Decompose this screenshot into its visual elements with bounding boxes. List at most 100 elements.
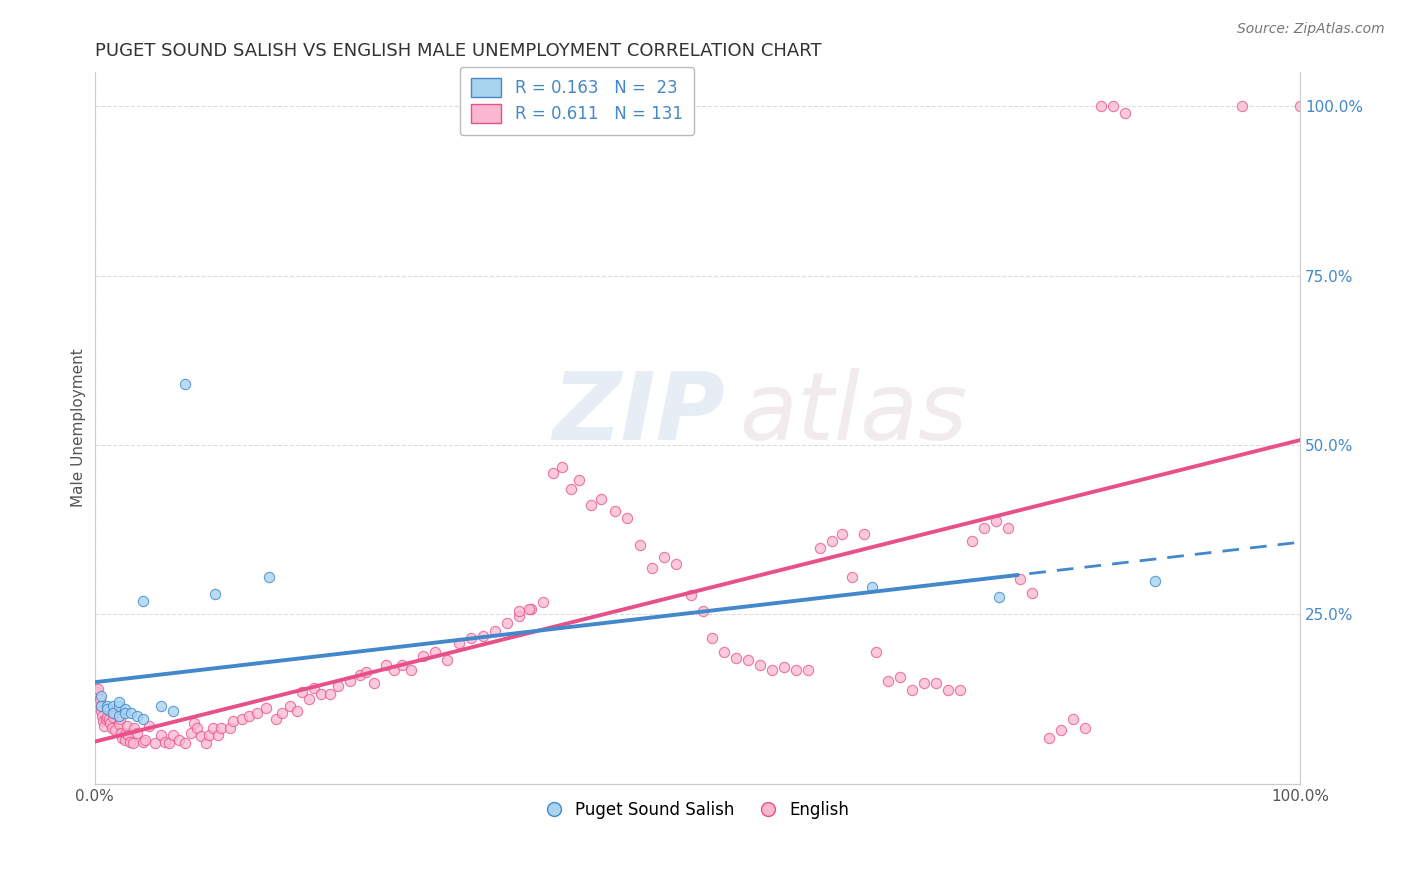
Point bbox=[174, 736, 197, 750]
Point bbox=[132, 712, 155, 726]
Point bbox=[517, 602, 540, 616]
Point bbox=[118, 735, 141, 749]
Point bbox=[194, 736, 217, 750]
Point bbox=[298, 692, 321, 706]
Point bbox=[108, 698, 131, 713]
Point bbox=[1010, 572, 1032, 586]
Y-axis label: Male Unemployment: Male Unemployment bbox=[72, 349, 86, 508]
Point bbox=[180, 726, 202, 740]
Point bbox=[773, 660, 796, 674]
Point bbox=[447, 636, 470, 650]
Point bbox=[117, 728, 139, 742]
Point bbox=[973, 521, 995, 535]
Point bbox=[270, 706, 292, 720]
Point bbox=[520, 602, 543, 616]
Point bbox=[190, 729, 212, 743]
Point bbox=[89, 692, 111, 706]
Point bbox=[997, 521, 1019, 535]
Point bbox=[222, 714, 245, 729]
Point bbox=[231, 712, 253, 726]
Point bbox=[821, 534, 844, 549]
Point bbox=[328, 679, 350, 693]
Point bbox=[960, 534, 983, 549]
Point bbox=[90, 698, 112, 713]
Legend: Puget Sound Salish, English: Puget Sound Salish, English bbox=[538, 794, 856, 825]
Point bbox=[616, 511, 638, 525]
Point bbox=[1021, 585, 1043, 599]
Point bbox=[124, 721, 146, 735]
Point bbox=[1038, 731, 1060, 745]
Point bbox=[876, 673, 898, 688]
Point bbox=[153, 735, 176, 749]
Text: atlas: atlas bbox=[740, 368, 967, 459]
Point bbox=[749, 658, 772, 673]
Point bbox=[90, 704, 112, 718]
Point bbox=[808, 541, 831, 555]
Point bbox=[860, 580, 883, 594]
Point bbox=[311, 687, 333, 701]
Point bbox=[652, 549, 675, 564]
Point bbox=[167, 732, 190, 747]
Point bbox=[162, 728, 184, 742]
Point bbox=[460, 631, 482, 645]
Point bbox=[93, 719, 115, 733]
Point bbox=[737, 653, 759, 667]
Point bbox=[108, 709, 131, 723]
Point bbox=[138, 719, 160, 733]
Point bbox=[87, 681, 110, 696]
Point bbox=[889, 670, 911, 684]
Point bbox=[912, 676, 935, 690]
Point bbox=[797, 663, 820, 677]
Point bbox=[285, 704, 308, 718]
Point bbox=[162, 704, 184, 718]
Point bbox=[665, 557, 688, 571]
Point bbox=[831, 527, 853, 541]
Point bbox=[94, 712, 117, 726]
Point bbox=[692, 604, 714, 618]
Point bbox=[551, 459, 574, 474]
Point bbox=[605, 504, 627, 518]
Point bbox=[90, 689, 112, 703]
Point bbox=[125, 726, 148, 740]
Point bbox=[354, 665, 377, 679]
Point bbox=[174, 377, 197, 392]
Point bbox=[531, 595, 554, 609]
Point bbox=[949, 683, 972, 698]
Point bbox=[159, 736, 181, 750]
Point bbox=[100, 721, 122, 735]
Point bbox=[1074, 721, 1097, 735]
Point bbox=[91, 714, 114, 729]
Point bbox=[375, 658, 398, 673]
Point bbox=[1062, 712, 1084, 726]
Point bbox=[110, 726, 132, 740]
Point bbox=[399, 663, 422, 677]
Point bbox=[640, 561, 662, 575]
Point bbox=[134, 732, 156, 747]
Point bbox=[114, 732, 136, 747]
Point bbox=[339, 673, 361, 688]
Point bbox=[1090, 99, 1112, 113]
Point bbox=[865, 645, 887, 659]
Point bbox=[246, 706, 269, 720]
Point bbox=[96, 702, 118, 716]
Point bbox=[724, 651, 747, 665]
Point bbox=[111, 731, 134, 745]
Point bbox=[201, 721, 224, 735]
Point bbox=[204, 587, 226, 601]
Point bbox=[143, 736, 166, 750]
Point bbox=[108, 717, 131, 731]
Point bbox=[761, 663, 783, 677]
Point bbox=[589, 492, 612, 507]
Point bbox=[349, 668, 371, 682]
Point bbox=[412, 649, 434, 664]
Point bbox=[1289, 99, 1312, 113]
Point bbox=[91, 709, 114, 723]
Point bbox=[96, 698, 118, 713]
Point bbox=[302, 681, 325, 695]
Point bbox=[986, 514, 1008, 528]
Point bbox=[114, 706, 136, 720]
Point bbox=[120, 706, 142, 720]
Point bbox=[1050, 723, 1073, 737]
Point bbox=[363, 676, 385, 690]
Point bbox=[117, 719, 139, 733]
